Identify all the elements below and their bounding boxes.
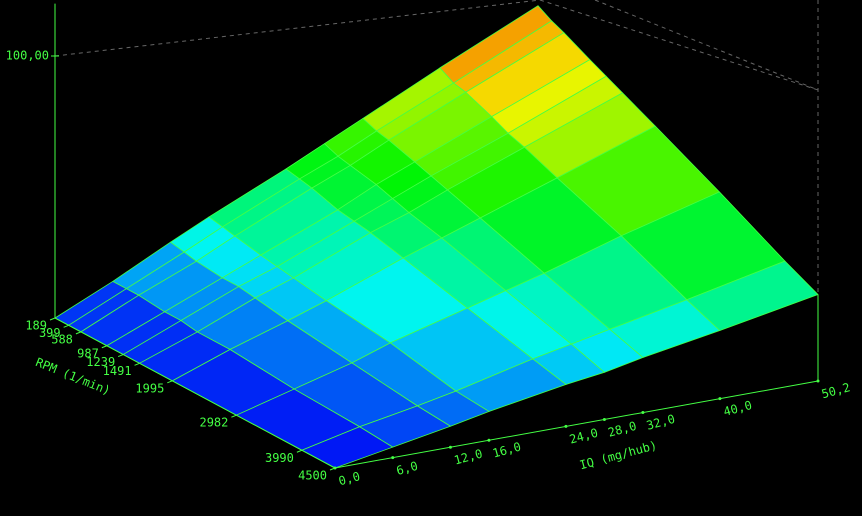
x-tick — [134, 362, 140, 366]
y-tick — [718, 397, 722, 401]
x-tick — [167, 380, 173, 384]
x-tick — [63, 324, 69, 328]
y-tick-label: 40,0 — [722, 398, 754, 419]
x-tick-label: 987 — [77, 346, 99, 360]
wall-line — [594, 0, 819, 91]
x-tick-label: 2982 — [199, 416, 228, 430]
y-tick — [641, 411, 645, 415]
x-tick — [231, 414, 237, 418]
axis-line — [54, 317, 336, 469]
y-tick-label: 6,0 — [395, 459, 420, 478]
wall-line — [54, 0, 541, 57]
y-tick-label: 28,0 — [606, 419, 638, 440]
x-tick — [118, 354, 124, 357]
surface — [54, 5, 819, 469]
x-tick-label: 1995 — [135, 381, 164, 395]
x-tick — [101, 345, 108, 349]
x-tick-label: 1239 — [86, 355, 115, 369]
x-tick-label: 3990 — [265, 451, 294, 465]
z-tick-label: 100,00 — [6, 49, 49, 63]
y-tick — [816, 379, 820, 383]
x-tick-label: 399 — [39, 326, 61, 340]
y-tick — [391, 456, 395, 460]
x-tick-label: 189 — [25, 319, 47, 333]
y-tick — [487, 438, 491, 442]
x-tick — [49, 317, 56, 321]
y-tick — [602, 417, 606, 421]
x-tick-label: 4500 — [298, 469, 327, 483]
y-tick-label: 12,0 — [453, 446, 485, 467]
y-tick — [448, 445, 452, 449]
x-tick — [75, 331, 82, 335]
x-tick-label: 1491 — [103, 364, 132, 378]
y-tick-label: 0,0 — [337, 469, 362, 488]
y-tick-label: 16,0 — [491, 440, 523, 461]
x-tick-label: 588 — [51, 332, 73, 346]
axis-line — [334, 380, 819, 469]
y-axis-title: IQ (mg/hub) — [578, 438, 658, 472]
y-tick — [333, 466, 337, 470]
y-tick-label: 24,0 — [568, 426, 600, 447]
y-tick — [564, 424, 568, 428]
y-tick-label: 50,2 — [820, 380, 852, 401]
y-tick-label: 32,0 — [645, 412, 677, 433]
back-walls — [54, 0, 819, 381]
wall-line — [539, 0, 819, 91]
x-tick — [296, 449, 303, 453]
